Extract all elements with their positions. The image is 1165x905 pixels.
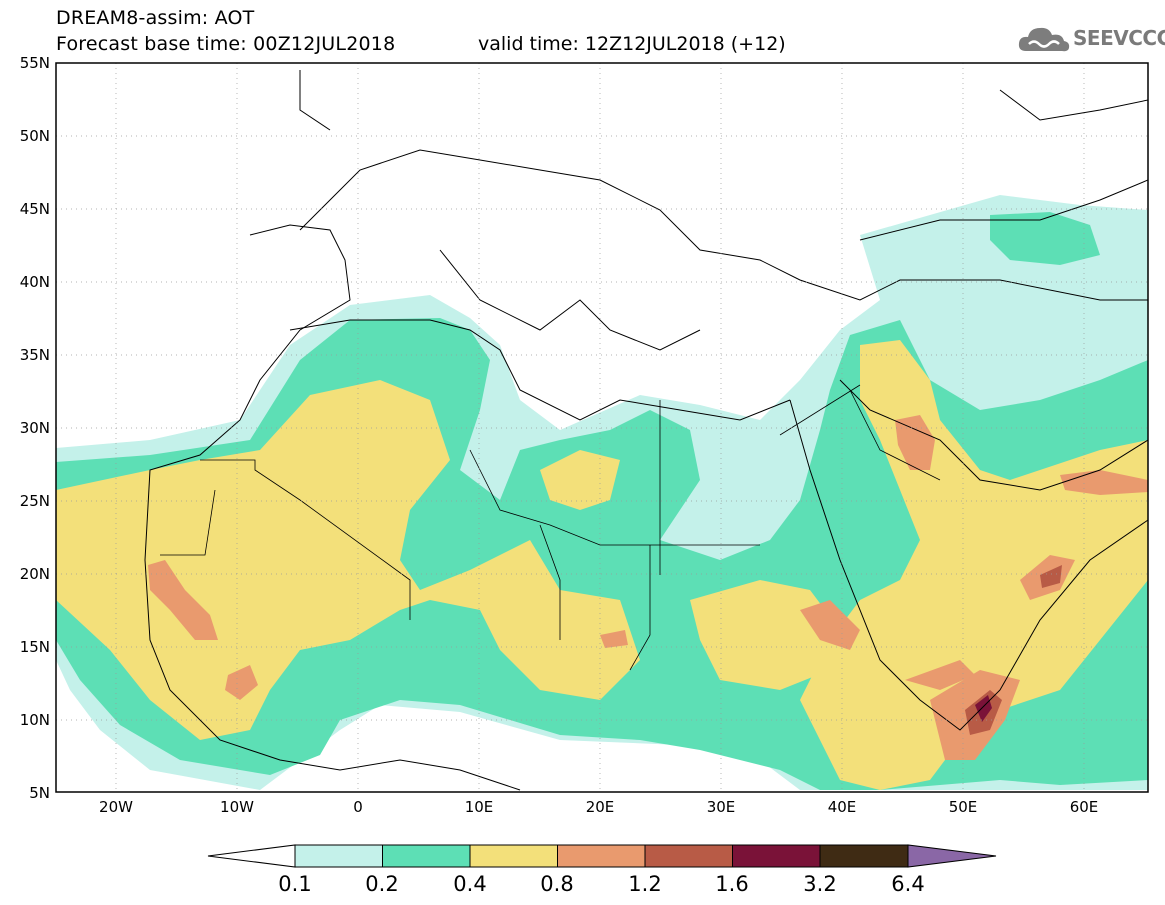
lat-tick: 30N [20, 419, 50, 437]
colorbar-label: 3.2 [803, 872, 837, 896]
colorbar-swatch [294, 844, 383, 868]
aot-band-0.4 [56, 380, 640, 740]
colorbar-label: 0.2 [365, 872, 399, 896]
colorbar-swatch [382, 844, 471, 868]
lon-tick: 50E [949, 798, 978, 816]
base-time-label: Forecast base time: 00Z12JUL2018 [56, 33, 396, 55]
coastlines [144, 70, 1148, 791]
seevccc-logo: SEEVCCC [1016, 22, 1165, 56]
lon-tick: 20W [99, 798, 133, 816]
lat-tick: 5N [29, 784, 50, 802]
aot-band-0.4-sudan [690, 580, 840, 690]
aot-band-0.4-sahara-east [540, 450, 620, 510]
colorbar-label: 1.2 [628, 872, 662, 896]
logo-text: SEEVCCC [1073, 26, 1165, 50]
aot-band-0.2-caspian [990, 212, 1100, 265]
cloud-icon [1018, 27, 1070, 52]
colorbar-swatch [469, 844, 558, 868]
lon-tick: 10E [465, 798, 494, 816]
aot-band-0.8-chad [600, 630, 628, 648]
colorbar-swatch [732, 844, 821, 868]
colorbar-low-arrow [207, 844, 296, 868]
lat-tick: 50N [20, 127, 50, 145]
lon-tick: 10W [220, 798, 254, 816]
map-title: DREAM8-assim: AOT [56, 7, 255, 29]
valid-time-label: valid time: 12Z12JUL2018 (+12) [478, 33, 786, 55]
lat-tick: 35N [20, 346, 50, 364]
lat-axis: 55N 50N 45N 40N 35N 30N 25N 20N 15N 10N … [20, 54, 50, 802]
colorbar-swatch [819, 844, 909, 868]
lat-tick: 15N [20, 638, 50, 656]
colorbar-label: 6.4 [891, 872, 925, 896]
colorbar-swatch [644, 844, 733, 868]
lat-tick: 45N [20, 200, 50, 218]
aot-band-0.8-mauritania [148, 560, 218, 640]
colorbar-swatch [557, 844, 646, 868]
colorbar-label: 1.6 [715, 872, 749, 896]
lat-tick: 10N [20, 711, 50, 729]
lat-tick: 20N [20, 565, 50, 583]
aot-band-0.8-iraq [895, 415, 935, 470]
colorbar [207, 844, 997, 868]
graticule [56, 63, 1148, 792]
aot-band-0.8-mali [225, 665, 258, 700]
lon-tick: 60E [1070, 798, 1099, 816]
aot-band-0.8-yemen [905, 660, 975, 690]
colorbar-label: 0.1 [278, 872, 312, 896]
lat-tick: 40N [20, 273, 50, 291]
lon-axis: 20W 10W 0 10E 20E 30E 40E 50E 60E [99, 798, 1098, 816]
colorbar-label: 0.4 [453, 872, 487, 896]
lat-tick: 25N [20, 492, 50, 510]
aot-band-0.8-eritrea [800, 600, 860, 650]
lon-tick: 40E [828, 798, 857, 816]
map-frame [55, 62, 1149, 793]
lon-tick: 0 [353, 798, 363, 816]
aot-band-0.4-arabia [800, 340, 1148, 790]
country-borders [160, 384, 941, 671]
colorbar-high-arrow [907, 844, 997, 868]
lon-tick: 20E [586, 798, 615, 816]
aot-field [56, 63, 1148, 792]
lon-tick: 30E [707, 798, 736, 816]
colorbar-label: 0.8 [540, 872, 574, 896]
lat-tick: 55N [20, 54, 50, 72]
aot-band-1.2-oman [1040, 565, 1062, 588]
